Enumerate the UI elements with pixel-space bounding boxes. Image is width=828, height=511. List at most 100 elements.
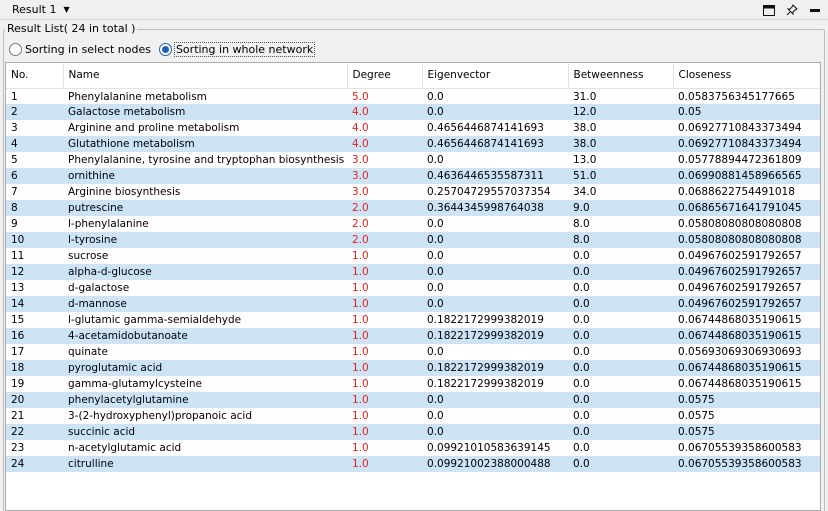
cell-name: Galactose metabolism [63,104,347,120]
cell-eigenvector: 0.0 [427,346,444,358]
column-header-no[interactable]: No. [6,63,64,89]
cell-no: 19 [11,378,25,390]
cell-closeness: 0.0575 [678,410,715,422]
cell-no: 8 [6,200,63,216]
table-row[interactable]: 19 gamma-glutamylcysteine 1.0 0.18221729993… [6,376,820,392]
cell-eigenvector: 0.1822172999382019 [422,328,568,344]
cell-eigenvector: 0.4656446874141693 [427,122,544,134]
table-row[interactable]: 5 Phenylalanine, tyrosine and tryptophan … [6,152,820,168]
cell-eigenvector: 0.0 [422,296,568,312]
table-row[interactable]: 17 quinate 1.0 0.0 0.0 0.05693069306930693 [6,344,820,360]
sort-options: Sorting in select nodes Sorting in whole… [9,41,322,57]
cell-degree: 1.0 [352,250,369,262]
pin-icon[interactable] [785,3,799,17]
table-row[interactable]: 24 citrulline 1.0 0.09921002388000488 0.0 0.0… [6,456,820,472]
tab-dropdown-icon[interactable]: ▼ [63,5,70,14]
table-row[interactable]: 8 putrescine 2.0 0.3644345998764038 9.0 0.068… [6,200,820,216]
cell-degree: 1.0 [347,360,422,376]
minimize-icon[interactable] [808,3,822,17]
maximize-window-icon[interactable] [762,3,776,17]
table-row[interactable]: 1 Phenylalanine metabolism 5.0 0.0 31.0 0.058… [6,88,820,104]
radio-button-selected[interactable] [158,42,172,56]
table-row[interactable]: 10 l-tyrosine 2.0 0.0 8.0 0.05808080808080808 [6,232,820,248]
cell-degree: 1.0 [347,296,422,312]
column-header-degree[interactable]: Degree [347,63,423,89]
cell-name: d-galactose [68,282,130,294]
cell-no: 12 [6,264,63,280]
table-row[interactable]: 23 n-acetylglutamic acid 1.0 0.099210105836… [6,440,820,456]
column-header-eigenvector[interactable]: Eigenvector [422,63,569,89]
result-tab[interactable]: Result 1 ▼ [0,0,70,20]
cell-degree: 1.0 [352,442,369,454]
cell-degree: 5.0 [352,90,369,103]
cell-closeness: 0.06744868035190615 [678,314,802,326]
radio-button-unselected[interactable] [9,42,22,56]
cell-name: 3-(2-hydroxyphenyl)propanoic acid [68,410,253,422]
cell-degree: 3.0 [352,186,369,198]
table-row[interactable]: 4 Glutathione metabolism 4.0 0.465644687414… [6,136,820,152]
results-table[interactable]: No. Name Degree Eigenvector Betweenness … [5,62,821,511]
cell-closeness: 0.04967602591792657 [678,250,802,262]
cell-degree: 2.0 [347,200,422,216]
cell-eigenvector: 0.4656446874141693 [422,136,568,152]
table-row[interactable]: 20 phenylacetylglutamine 1.0 0.0 0.0 0.0575 [6,392,820,408]
cell-degree: 2.0 [352,218,369,230]
column-header-betweenness[interactable]: Betweenness [568,63,674,89]
table-row[interactable]: 12 alpha-d-glucose 1.0 0.0 0.0 0.049676025917… [6,264,820,280]
table-row[interactable]: 2 Galactose metabolism 4.0 0.0 12.0 0.05 [6,104,820,120]
table-row[interactable]: 16 4-acetamidobutanoate 1.0 0.1822172999382… [6,328,820,344]
cell-eigenvector: 0.0 [422,424,568,440]
table-row[interactable]: 13 d-galactose 1.0 0.0 0.0 0.0496760259179265… [6,280,820,296]
radio-label: Sorting in select nodes [25,42,151,56]
cell-betweenness: 0.0 [573,282,590,294]
cell-name: 4-acetamidobutanoate [63,328,347,344]
table-row[interactable]: 21 3-(2-hydroxyphenyl)propanoic acid 1.0 0.… [6,408,820,424]
cell-eigenvector: 0.0 [422,232,568,248]
cell-no: 11 [11,250,25,262]
table-row[interactable]: 3 Arginine and proline metabolism 4.0 0.465… [6,120,820,136]
cell-name: Arginine biosynthesis [68,186,181,198]
cell-name: l-phenylalanine [68,218,149,230]
table-row[interactable]: 14 d-mannose 1.0 0.0 0.0 0.04967602591792657 [6,296,820,312]
cell-degree: 1.0 [352,410,369,422]
cell-name: n-acetylglutamic acid [68,442,182,454]
radio-sort-select-nodes[interactable]: Sorting in select nodes [9,42,151,56]
cell-closeness: 0.06927710843373494 [678,122,802,134]
cell-closeness: 0.05693069306930693 [678,346,802,358]
cell-name: citrulline [63,456,347,472]
cell-betweenness: 0.0 [573,410,590,422]
cell-name: Phenylalanine, tyrosine and tryptophan b… [68,154,345,166]
table-row[interactable]: 6 ornithine 3.0 0.4636446535587311 51.0 0.069… [6,168,820,184]
cell-betweenness: 0.0 [568,328,673,344]
cell-closeness: 0.0688622754491018 [678,186,795,198]
table-row[interactable]: 11 sucrose 1.0 0.0 0.0 0.04967602591792657 [6,248,820,264]
cell-closeness: 0.06744868035190615 [673,360,820,376]
cell-no: 10 [6,232,63,248]
cell-betweenness: 0.0 [568,392,673,408]
cell-name: succinic acid [63,424,347,440]
cell-eigenvector: 0.0 [422,264,568,280]
radio-sort-whole-network[interactable]: Sorting in whole network [158,41,316,57]
table-row[interactable]: 18 pyroglutamic acid 1.0 0.1822172999382019… [6,360,820,376]
column-header-name[interactable]: Name [63,63,348,89]
cell-no: 22 [6,424,63,440]
cell-name: sucrose [68,250,109,262]
cell-betweenness: 0.0 [573,378,590,390]
table-row[interactable]: 22 succinic acid 1.0 0.0 0.0 0.0575 [6,424,820,440]
cell-betweenness: 13.0 [573,154,597,166]
table-row[interactable]: 9 l-phenylalanine 2.0 0.0 8.0 0.0580808080808… [6,216,820,232]
cell-eigenvector: 0.0 [427,90,444,103]
cell-betweenness: 0.0 [568,264,673,280]
cell-name: phenylacetylglutamine [63,392,347,408]
cell-no: 1 [11,90,18,103]
radio-label: Sorting in whole network [173,41,316,57]
table-row[interactable]: 15 l-glutamic gamma-semialdehyde 1.0 0.1822… [6,312,820,328]
cell-closeness: 0.06744868035190615 [678,378,802,390]
cell-no: 7 [11,186,18,198]
cell-eigenvector: 0.0 [427,410,444,422]
cell-eigenvector: 0.09921010583639145 [427,442,551,454]
cell-degree: 1.0 [352,314,369,326]
column-header-closeness[interactable]: Closeness [673,63,820,89]
cell-degree: 1.0 [352,282,369,294]
table-row[interactable]: 7 Arginine biosynthesis 3.0 0.2570472955703… [6,184,820,200]
